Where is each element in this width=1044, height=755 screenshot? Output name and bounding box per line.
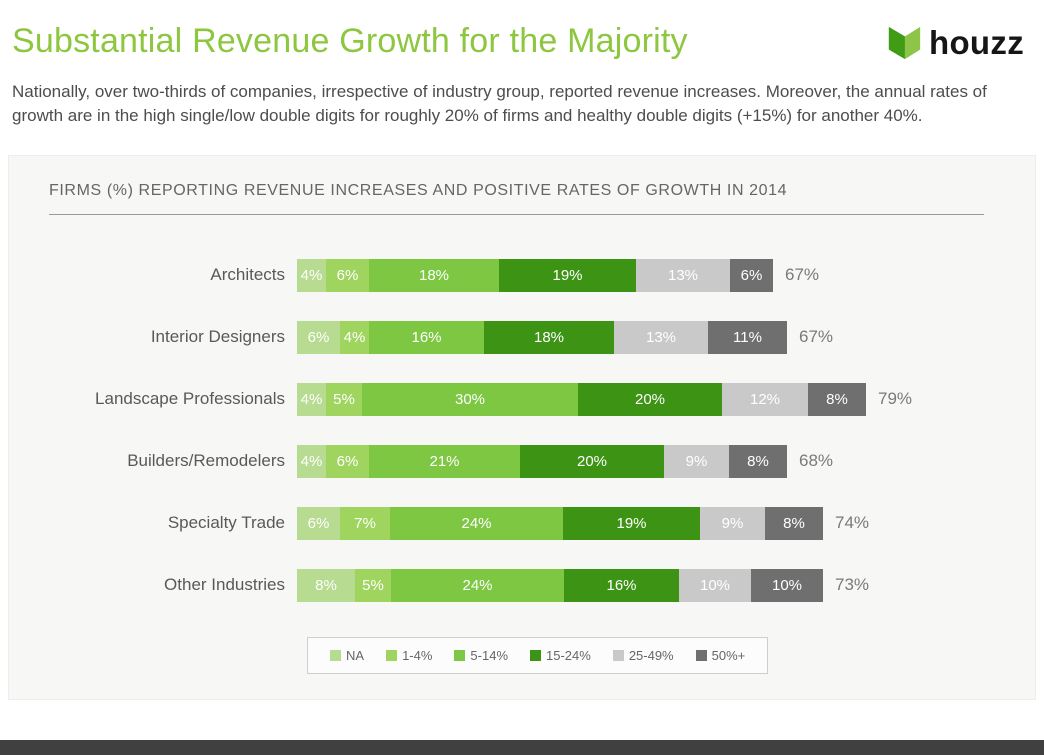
category-label: Specialty Trade xyxy=(167,513,285,533)
legend-swatch xyxy=(695,649,707,661)
bar-segment: 6% xyxy=(326,258,369,292)
legend-label: NA xyxy=(346,647,365,663)
chart-row: Specialty Trade 6% 7% 24% 19% 9% 8% 74% xyxy=(45,506,999,540)
houzz-wordmark: houzz xyxy=(929,24,1024,61)
legend-swatch xyxy=(330,649,341,661)
bar-segment: 16% xyxy=(564,568,679,602)
stacked-bar: 6% 4% 16% 18% 13% 11% xyxy=(297,320,787,354)
bar-segment: 9% xyxy=(664,444,729,478)
bar-segment: 10% xyxy=(679,568,751,602)
total-label: 67% xyxy=(799,327,834,347)
legend-label: 50%+ xyxy=(711,647,746,663)
chart-title: FIRMS (%) REPORTING REVENUE INCREASES AN… xyxy=(49,181,788,199)
stacked-bar-chart: Architects 4% 6% 18% 19% 13% 6% 67% Interior Des… xyxy=(45,258,999,602)
bar-segment: 8% xyxy=(808,382,866,416)
category-label: Landscape Professionals xyxy=(95,389,285,409)
bar-segment: 4% xyxy=(297,258,326,292)
bar-segment: 8% xyxy=(765,506,823,540)
bar-segment: 13% xyxy=(636,258,730,292)
bar-segment: 9% xyxy=(700,506,765,540)
chart-row: Architects 4% 6% 18% 19% 13% 6% 67% xyxy=(45,258,999,292)
bar-segment: 4% xyxy=(297,382,326,416)
bar-segment: 16% xyxy=(369,320,484,354)
bar-segment: 20% xyxy=(578,382,722,416)
houzz-logo: houzz xyxy=(885,24,1030,62)
bar-segment: 13% xyxy=(614,320,708,354)
bar-segment: 10% xyxy=(751,568,823,602)
legend-swatch xyxy=(454,649,466,661)
category-label: Architects xyxy=(210,265,285,285)
bar-segment: 4% xyxy=(340,320,369,354)
legend-label: 5-14% xyxy=(470,647,508,663)
chart-row: Other Industries 8% 5% 24% 16% 10% 10% 73% xyxy=(45,568,999,602)
stacked-bar: 4% 6% 21% 20% 9% 8% xyxy=(297,444,787,478)
legend-item: 50%+ xyxy=(695,647,746,663)
bar-segment: 4% xyxy=(297,444,326,478)
bottom-bar xyxy=(0,740,1044,755)
category-label: Interior Designers xyxy=(150,327,285,347)
legend-label: 15-24% xyxy=(546,647,591,663)
legend-item: 5-14% xyxy=(454,648,508,663)
total-label: 67% xyxy=(785,265,820,285)
bar-segment: 7% xyxy=(340,506,390,540)
houzz-icon xyxy=(885,24,923,62)
bar-segment: 18% xyxy=(484,320,614,354)
bar-segment: 19% xyxy=(563,506,700,540)
legend-item: NA xyxy=(330,648,364,663)
bar-segment: 6% xyxy=(297,506,340,540)
legend-label: 1-4% xyxy=(402,647,433,663)
bar-segment: 6% xyxy=(326,444,369,478)
legend-item: 1-4% xyxy=(386,648,432,663)
page-title: Substantial Revenue Growth for the Major… xyxy=(12,22,688,60)
bar-segment: 8% xyxy=(297,568,355,602)
total-label: 74% xyxy=(835,513,870,533)
bar-segment: 6% xyxy=(297,320,340,354)
bar-segment: 24% xyxy=(391,568,564,602)
chart-row: Landscape Professionals 4% 5% 30% 20% 12% 8% 79… xyxy=(45,382,999,416)
bar-segment: 8% xyxy=(729,444,787,478)
page-header: Substantial Revenue Growth for the Major… xyxy=(0,0,1044,62)
legend-label: 25-49% xyxy=(628,647,674,663)
bar-segment: 5% xyxy=(326,382,362,416)
chart-panel: FIRMS (%) REPORTING REVENUE INCREASES AN… xyxy=(8,154,1036,700)
intro-text: Nationally, over two-thirds of companies… xyxy=(12,82,987,126)
chart-legend: NA 1-4% 5-14% 15-24% 25-49% 50%+ xyxy=(307,636,769,674)
total-label: 73% xyxy=(835,575,870,595)
legend-swatch xyxy=(386,649,398,661)
chart-row: Interior Designers 6% 4% 16% 18% 13% 11% 67% xyxy=(45,320,999,354)
bar-segment: 11% xyxy=(708,320,787,354)
stacked-bar: 4% 6% 18% 19% 13% 6% xyxy=(297,258,773,292)
bar-segment: 20% xyxy=(520,444,664,478)
category-label: Builders/Remodelers xyxy=(127,451,285,471)
chart-title-divider xyxy=(49,213,984,215)
total-label: 79% xyxy=(878,389,913,409)
bar-segment: 5% xyxy=(355,568,391,602)
bar-segment: 6% xyxy=(730,258,773,292)
legend-swatch xyxy=(612,649,624,661)
bar-segment: 24% xyxy=(390,506,563,540)
stacked-bar: 6% 7% 24% 19% 9% 8% xyxy=(297,506,823,540)
bar-segment: 19% xyxy=(499,258,636,292)
legend-item: 15-24% xyxy=(530,648,591,663)
bar-segment: 30% xyxy=(362,382,578,416)
legend-swatch xyxy=(530,649,541,661)
bar-segment: 12% xyxy=(722,382,808,416)
chart-row: Builders/Remodelers 4% 6% 21% 20% 9% 8% 68% xyxy=(45,444,999,478)
legend-item: 25-49% xyxy=(612,647,674,663)
category-label: Other Industries xyxy=(164,575,285,595)
stacked-bar: 8% 5% 24% 16% 10% 10% xyxy=(297,568,823,602)
bar-segment: 18% xyxy=(369,258,499,292)
bar-segment: 21% xyxy=(369,444,520,478)
total-label: 68% xyxy=(799,451,834,471)
stacked-bar: 4% 5% 30% 20% 12% 8% xyxy=(297,382,866,416)
